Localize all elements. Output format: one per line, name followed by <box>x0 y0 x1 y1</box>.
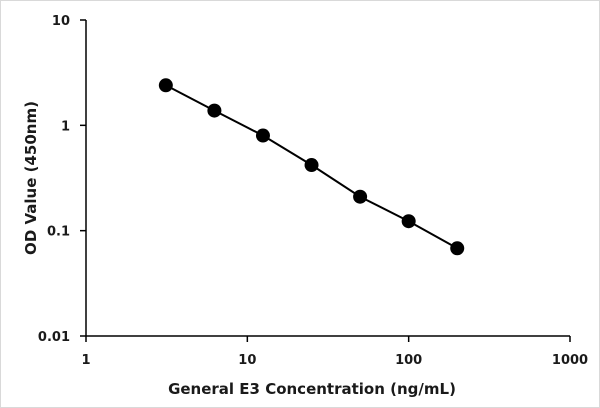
data-points <box>158 78 465 256</box>
data-point <box>353 189 368 204</box>
x-tick-label: 10 <box>238 353 256 368</box>
y-tick-label: 1 <box>61 119 70 134</box>
data-point <box>304 158 319 173</box>
x-tick-label: 1000 <box>552 353 588 368</box>
data-point <box>401 214 416 229</box>
data-point <box>207 103 222 118</box>
plot-area: 1 10 100 1000 0.01 0.1 1 10 <box>38 14 588 368</box>
data-point <box>255 128 270 143</box>
y-tick-label: 0.01 <box>38 330 70 345</box>
x-tick-label: 100 <box>395 353 422 368</box>
y-tick-label: 10 <box>52 14 70 29</box>
y-axis-ticks: 0.01 0.1 1 10 <box>38 14 86 345</box>
y-axis-title: OD Value (450nm) <box>22 101 40 255</box>
data-point <box>158 78 173 93</box>
x-tick-label: 1 <box>81 353 90 368</box>
x-axis-ticks: 1 10 100 1000 <box>81 336 588 368</box>
data-point <box>450 241 465 256</box>
x-axis-title: General E3 Concentration (ng/mL) <box>168 380 456 398</box>
y-tick-label: 0.1 <box>47 225 70 240</box>
